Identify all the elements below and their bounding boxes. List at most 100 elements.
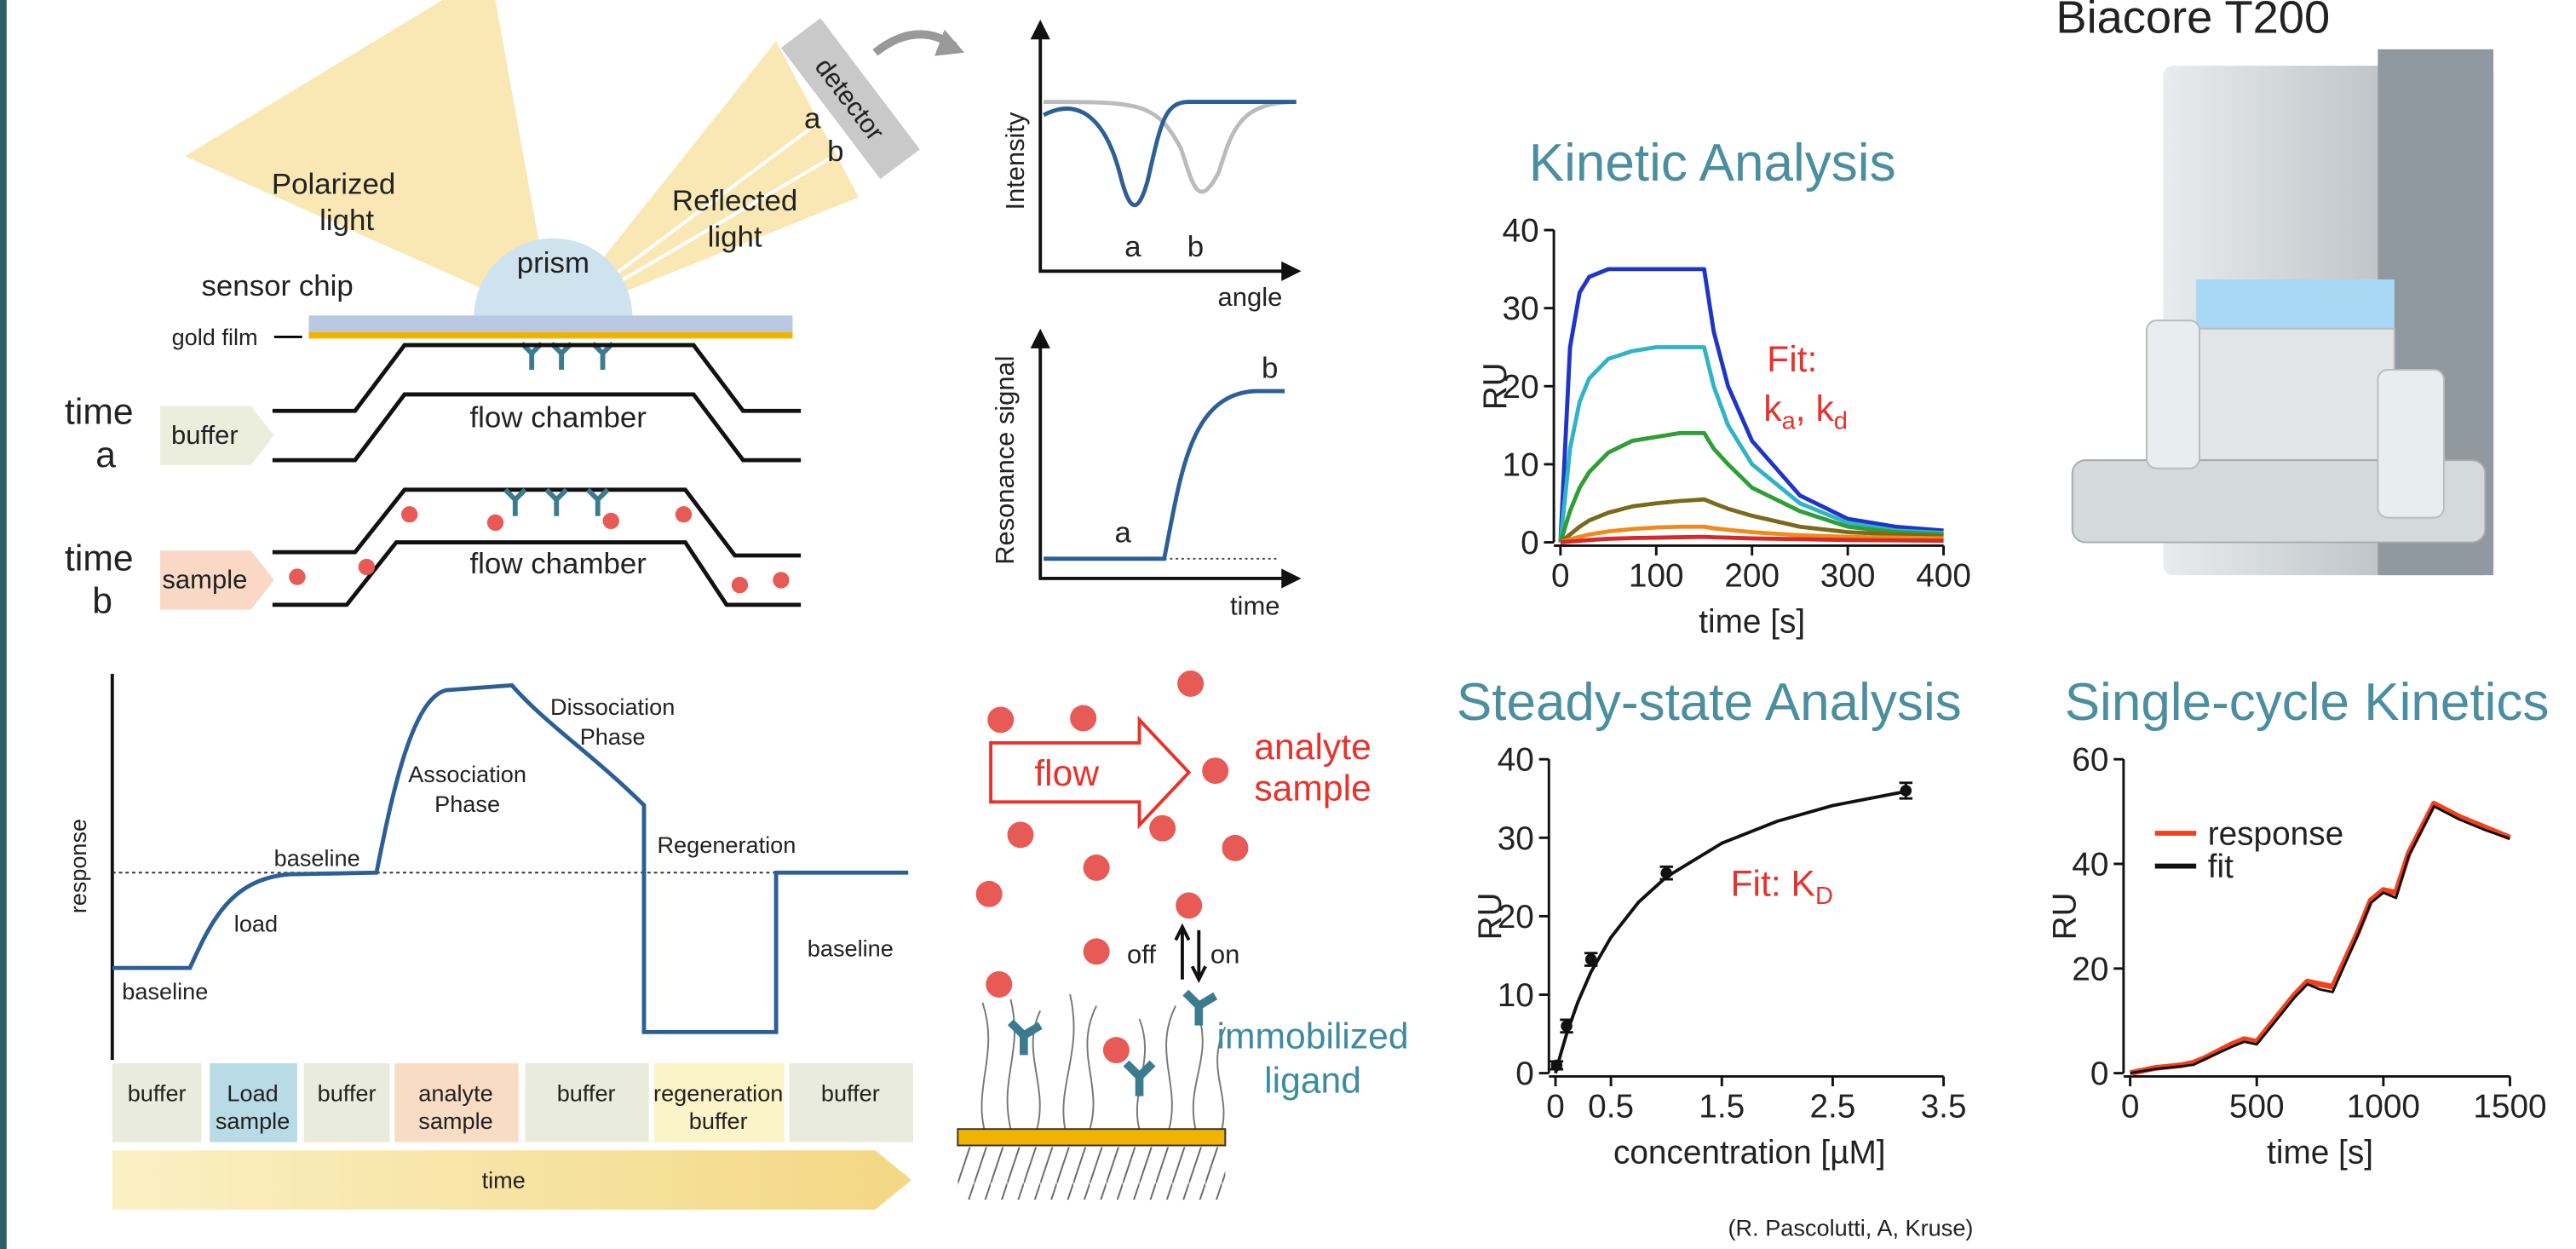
x-tick-label: 1500 [2473, 1089, 2546, 1125]
response-curve [112, 685, 908, 1032]
x-axis-label: time [s] [1699, 604, 1805, 641]
curve-a [1044, 102, 1297, 205]
x-tick-label: 1000 [2347, 1089, 2420, 1125]
signal-plot: Resonance signal time a b [990, 329, 1301, 621]
data-point [1551, 1060, 1563, 1072]
annotation-text: Fit: [1767, 339, 1817, 380]
arrow-label: sample [162, 565, 247, 595]
axes [1040, 342, 1288, 578]
y-tick-label: 40 [1503, 213, 1539, 250]
prism-label: prism [517, 246, 589, 279]
bottle [2378, 370, 2444, 518]
chart-title: Steady-state Analysis [1457, 673, 1962, 732]
step-label: regeneration [653, 1079, 783, 1106]
phase-label: baseline [122, 978, 208, 1004]
shape [1070, 705, 1096, 732]
x-tick-label: 0 [1551, 558, 1570, 595]
surface [957, 1129, 1225, 1145]
time-label: time [65, 392, 134, 433]
chamber-label: flow chamber [469, 401, 647, 435]
polymer-chains [981, 994, 1225, 1129]
axis-label: angle [1217, 282, 1282, 312]
x-tick-label: 500 [2229, 1089, 2285, 1125]
y-tick-label: 40 [1498, 742, 1534, 779]
shape [976, 881, 1003, 907]
sensor-chip [308, 315, 792, 331]
shape [987, 706, 1014, 733]
y-tick-label: 60 [2072, 742, 2108, 779]
on-label: on [1210, 939, 1239, 969]
shape [1031, 329, 1050, 348]
step-label: analyte [418, 1079, 492, 1106]
curve-b [1044, 102, 1297, 192]
y-tick-label: 20 [1503, 369, 1539, 406]
time-label: time [65, 538, 134, 578]
annotation-text: k [1763, 389, 1782, 429]
shape [1031, 20, 1050, 39]
y-tick-label: 30 [1498, 820, 1534, 857]
flow-label: flow [1034, 753, 1099, 794]
signal-curve [1044, 391, 1285, 559]
analyte-label: sample [1254, 768, 1371, 809]
chip-label: sensor chip [201, 269, 353, 302]
page: {"diagram": { "spr": {"detector": "detec… [0, 0, 2576, 1249]
annotation: Fit: KD [1731, 863, 1833, 910]
x-tick-label: 0.5 [1588, 1089, 1634, 1125]
step-label: sample [418, 1108, 492, 1134]
beam-label: light [708, 220, 762, 253]
step-label: buffer [318, 1079, 377, 1106]
annotation-text: a [1782, 408, 1797, 435]
data-point [1900, 785, 1912, 797]
ligand-label: ligand [1264, 1061, 1361, 1102]
annotation-text: Fit: K [1731, 863, 1815, 904]
phase-label: Phase [580, 723, 646, 750]
phase-label: Dissociation [550, 694, 675, 720]
chart-title: Single-cycle Kinetics [2065, 673, 2550, 732]
time-label: time [482, 1167, 526, 1194]
phase-label: Phase [434, 791, 500, 817]
gold-label: gold film [172, 324, 258, 350]
shape [359, 559, 375, 575]
x-tick-label: 3.5 [1921, 1089, 1967, 1125]
credit: (R. Pascolutti, A, Kruse) [1728, 1215, 1973, 1241]
analyte-label: analyte [1254, 727, 1371, 768]
axis-label: time [1230, 590, 1280, 620]
data-point [1585, 953, 1597, 965]
spr-setup: detector a b Polarized light Reflected l… [65, 0, 964, 621]
shape [1149, 815, 1176, 842]
beam-label: b [827, 135, 843, 168]
time-label: b [92, 581, 112, 622]
shape [1084, 938, 1110, 964]
shape [1176, 892, 1202, 918]
exchange-arrows [1176, 927, 1205, 980]
ligands [505, 490, 607, 516]
step-label: buffer [128, 1079, 187, 1106]
annotation: ka, kd [1763, 389, 1848, 435]
y-tick-label: 10 [1498, 977, 1534, 1014]
x-tick-label: 1.5 [1699, 1089, 1745, 1125]
shape [676, 506, 692, 522]
y-tick-label: 20 [1498, 899, 1534, 935]
axis-label: response [65, 819, 91, 913]
beam-label: Reflected [672, 184, 797, 217]
legend-label: fit [2208, 849, 2234, 885]
legend-label: response [2208, 816, 2343, 853]
x-tick-label: 200 [1724, 558, 1780, 595]
phase-label: baseline [808, 935, 894, 962]
sensorgram: response baseline load baseline Associat… [65, 674, 913, 1210]
shape [487, 515, 503, 531]
ligand-label: immobilized [1217, 1016, 1409, 1057]
arrow-label: buffer [171, 420, 239, 450]
step-label: Load [227, 1079, 278, 1106]
series-line [1561, 269, 1944, 543]
phase-label: Regeneration [657, 832, 796, 858]
step-label: buffer [557, 1079, 616, 1106]
shape [732, 577, 748, 593]
shape [1281, 568, 1301, 588]
x-axis-label: concentration [µM] [1613, 1135, 1886, 1171]
y-tick-label: 10 [1503, 447, 1539, 484]
step-label: sample [216, 1108, 290, 1134]
phase-label: load [234, 911, 278, 937]
annotation-text: D [1815, 883, 1833, 910]
level-label: a [1114, 516, 1131, 550]
